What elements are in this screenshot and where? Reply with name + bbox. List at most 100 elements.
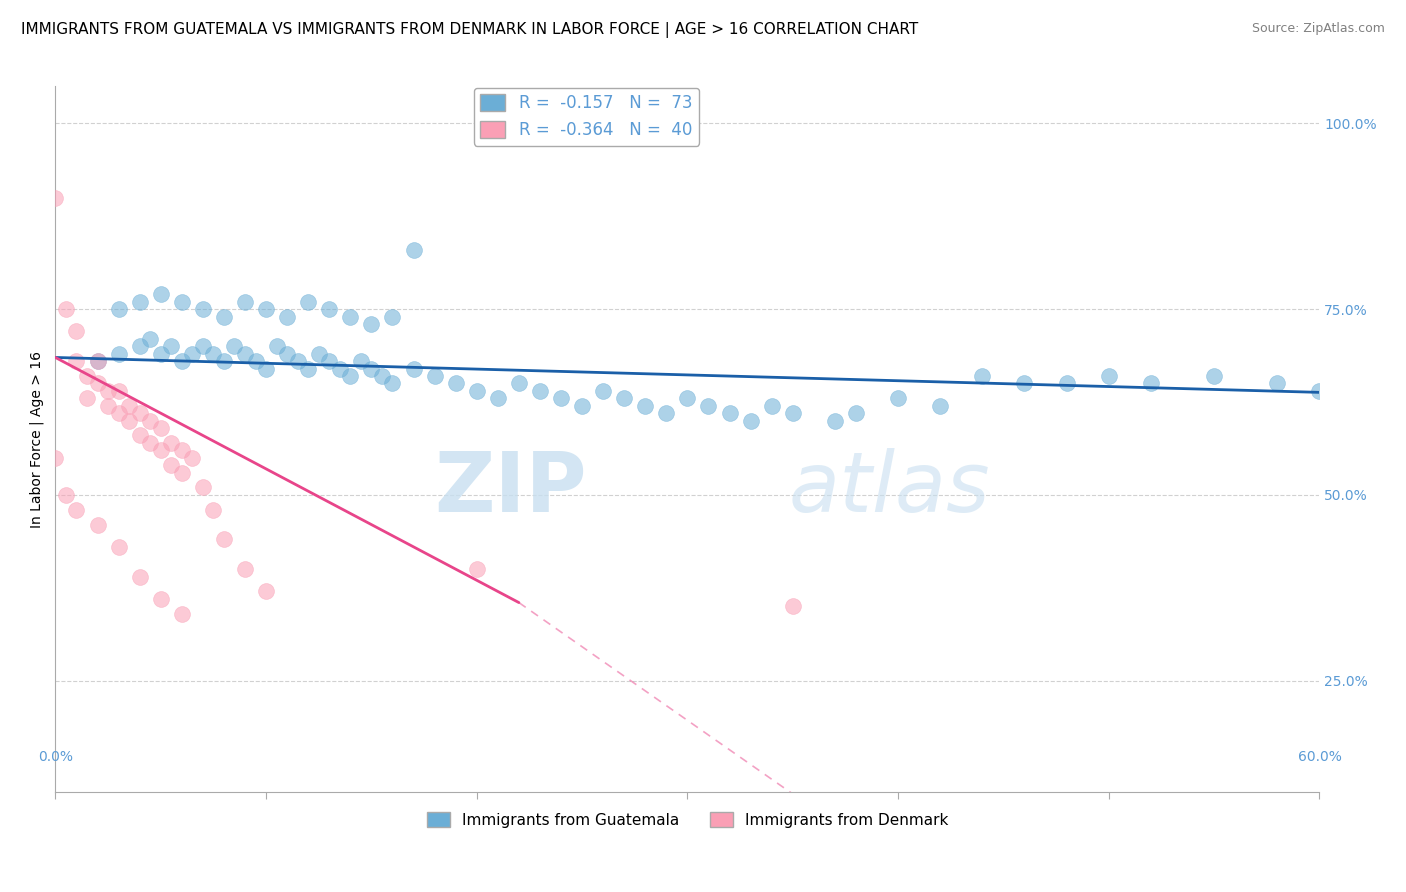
Point	[1056, 376, 1078, 391]
Point	[423, 369, 446, 384]
Point	[86, 517, 108, 532]
Point	[181, 347, 204, 361]
Point	[465, 562, 488, 576]
Point	[170, 354, 193, 368]
Point	[287, 354, 309, 368]
Point	[592, 384, 614, 398]
Point	[107, 406, 129, 420]
Point	[149, 421, 172, 435]
Point	[371, 369, 394, 384]
Point	[128, 406, 150, 420]
Text: 60.0%: 60.0%	[1298, 749, 1341, 764]
Point	[887, 392, 910, 406]
Point	[44, 450, 66, 465]
Point	[191, 480, 214, 494]
Point	[318, 302, 340, 317]
Point	[55, 488, 77, 502]
Point	[76, 392, 98, 406]
Point	[55, 302, 77, 317]
Point	[170, 466, 193, 480]
Point	[571, 399, 593, 413]
Point	[65, 502, 87, 516]
Point	[128, 339, 150, 353]
Point	[107, 347, 129, 361]
Point	[107, 384, 129, 398]
Point	[740, 414, 762, 428]
Point	[139, 435, 162, 450]
Point	[160, 435, 183, 450]
Point	[86, 354, 108, 368]
Point	[233, 562, 256, 576]
Point	[1265, 376, 1288, 391]
Text: atlas: atlas	[789, 448, 990, 529]
Point	[402, 361, 425, 376]
Point	[360, 361, 382, 376]
Point	[318, 354, 340, 368]
Point	[191, 302, 214, 317]
Point	[149, 443, 172, 458]
Point	[486, 392, 509, 406]
Point	[1204, 369, 1226, 384]
Point	[276, 347, 298, 361]
Point	[224, 339, 246, 353]
Point	[212, 354, 235, 368]
Point	[718, 406, 741, 420]
Point	[360, 317, 382, 331]
Point	[845, 406, 868, 420]
Point	[655, 406, 678, 420]
Point	[782, 599, 804, 614]
Point	[529, 384, 551, 398]
Point	[86, 354, 108, 368]
Text: ZIP: ZIP	[434, 448, 586, 529]
Point	[107, 302, 129, 317]
Point	[181, 450, 204, 465]
Point	[350, 354, 373, 368]
Point	[297, 361, 319, 376]
Point	[697, 399, 720, 413]
Point	[170, 607, 193, 621]
Point	[613, 392, 636, 406]
Point	[233, 347, 256, 361]
Point	[929, 399, 952, 413]
Point	[444, 376, 467, 391]
Point	[160, 339, 183, 353]
Point	[160, 458, 183, 472]
Point	[254, 584, 277, 599]
Point	[308, 347, 330, 361]
Point	[1014, 376, 1036, 391]
Point	[245, 354, 267, 368]
Point	[76, 369, 98, 384]
Point	[276, 310, 298, 324]
Point	[212, 533, 235, 547]
Text: 0.0%: 0.0%	[38, 749, 73, 764]
Point	[254, 302, 277, 317]
Point	[1308, 384, 1330, 398]
Point	[782, 406, 804, 420]
Point	[339, 369, 361, 384]
Point	[118, 399, 141, 413]
Point	[191, 339, 214, 353]
Point	[139, 414, 162, 428]
Point	[254, 361, 277, 376]
Point	[149, 591, 172, 606]
Point	[1098, 369, 1121, 384]
Point	[329, 361, 352, 376]
Point	[65, 325, 87, 339]
Y-axis label: In Labor Force | Age > 16: In Labor Force | Age > 16	[30, 351, 44, 528]
Point	[97, 384, 120, 398]
Point	[149, 347, 172, 361]
Point	[1140, 376, 1163, 391]
Point	[170, 294, 193, 309]
Point	[149, 287, 172, 301]
Text: IMMIGRANTS FROM GUATEMALA VS IMMIGRANTS FROM DENMARK IN LABOR FORCE | AGE > 16 C: IMMIGRANTS FROM GUATEMALA VS IMMIGRANTS …	[21, 22, 918, 38]
Point	[118, 414, 141, 428]
Point	[508, 376, 530, 391]
Text: Source: ZipAtlas.com: Source: ZipAtlas.com	[1251, 22, 1385, 36]
Point	[97, 399, 120, 413]
Point	[402, 243, 425, 257]
Point	[202, 502, 225, 516]
Point	[676, 392, 699, 406]
Point	[972, 369, 994, 384]
Point	[381, 310, 404, 324]
Point	[170, 443, 193, 458]
